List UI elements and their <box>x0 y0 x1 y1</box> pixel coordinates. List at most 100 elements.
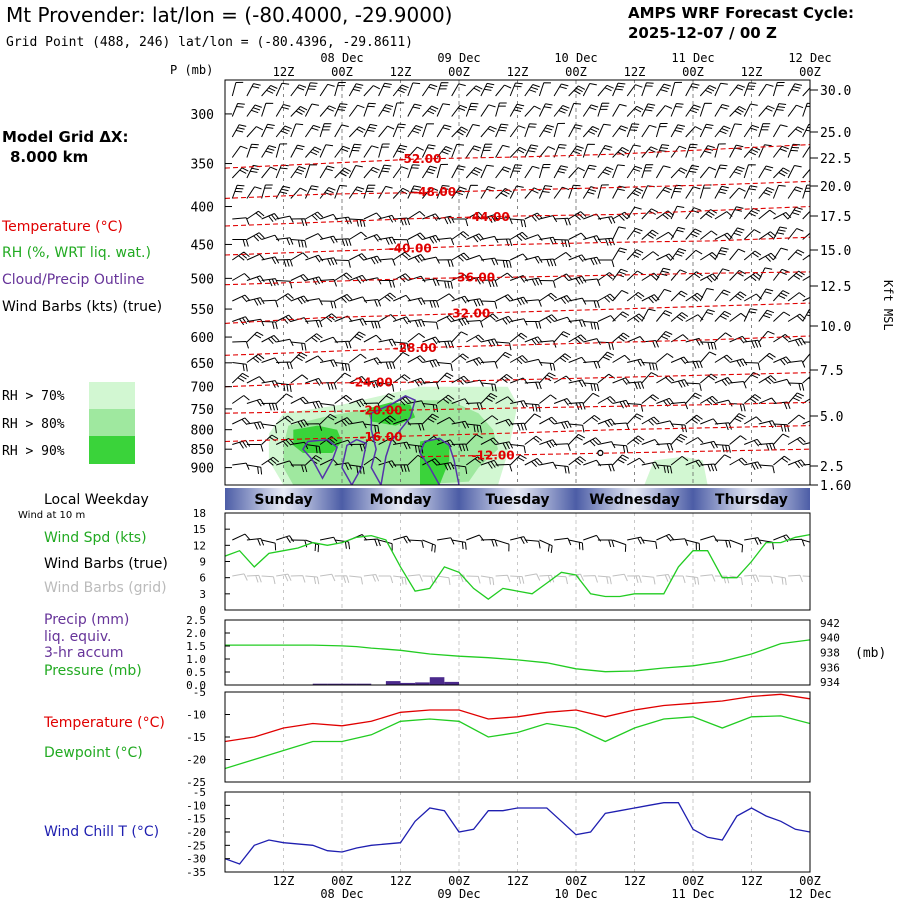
wind-barb <box>700 341 717 350</box>
y-tick-label: -15 <box>186 813 206 826</box>
wind-barb <box>407 210 426 220</box>
true-wind-barb <box>685 539 700 551</box>
wind-barb <box>261 321 278 330</box>
wind-barb <box>261 402 279 411</box>
wind-barb <box>378 164 392 179</box>
grid-wind-barb <box>773 575 787 586</box>
wind-barb <box>787 104 804 117</box>
grid-wind-barb <box>363 574 380 582</box>
wind-barb <box>510 296 528 306</box>
y-tick-label: -20 <box>186 826 206 839</box>
grid-wind-barbs <box>232 573 810 586</box>
wind-barb <box>656 330 673 343</box>
true-wind-barb <box>363 538 381 547</box>
wind-barb <box>290 396 309 405</box>
wind-grid <box>283 513 752 610</box>
wind-barb <box>656 397 675 407</box>
windchill-panel: -5-10-15-20-25-30-35 Wind Chill T (°C) <box>44 786 811 879</box>
wind-barb <box>612 422 630 431</box>
wind-barb <box>685 228 702 240</box>
wind-barb <box>670 184 684 199</box>
wind-barb <box>670 81 683 97</box>
precip-bar <box>312 683 328 685</box>
grid-wind-barb <box>349 575 363 585</box>
bottom-hour-label: 00Z <box>331 874 353 888</box>
wind-barb <box>480 125 497 138</box>
wind-barb <box>597 102 610 117</box>
wind-barb <box>451 218 469 227</box>
precip-bar <box>429 677 445 685</box>
wind-barb <box>378 125 395 138</box>
wind-barb <box>802 353 810 363</box>
pressure-ticks: 300 350 400 450 500 550 600 650 700 750 800 850 900 <box>191 108 232 477</box>
precip-bar <box>444 681 459 685</box>
grid-wind-barb <box>641 575 656 585</box>
wind-barb <box>539 292 557 302</box>
wind-barb <box>246 464 263 475</box>
wind-barb <box>465 124 480 138</box>
weekday-label: Tuesday <box>486 492 550 508</box>
wind-barb <box>495 464 513 472</box>
wind-barb <box>553 165 569 179</box>
wind-barb <box>407 232 426 241</box>
wind-barb <box>539 416 558 425</box>
legend-temperature: Temperature (°C) <box>1 219 123 235</box>
wind-barb <box>597 123 611 138</box>
wind-barb <box>568 433 586 445</box>
wind-barb <box>334 372 352 384</box>
wind-barb <box>451 375 470 385</box>
wind-barb <box>670 455 689 466</box>
wind-barb <box>319 83 335 97</box>
y-tick-label: 0.0 <box>186 679 206 692</box>
wind-barb <box>349 353 367 363</box>
wind-barb <box>758 252 777 262</box>
wind-barb <box>334 145 351 158</box>
true-wind-barb <box>320 536 338 545</box>
grid-wind-barb <box>261 575 276 585</box>
wind-barb <box>758 288 774 302</box>
y-tick-label: 2.0 <box>186 627 206 640</box>
wind-barb <box>700 395 718 405</box>
wind-barb <box>772 82 785 97</box>
wind-barb <box>349 398 368 408</box>
wind-barb <box>758 267 773 281</box>
wind-barb <box>392 273 411 283</box>
wind-barb <box>392 374 411 384</box>
model-grid-label: Model Grid ΔX: <box>2 128 129 146</box>
wind-barb <box>305 319 323 328</box>
wind-barb <box>378 437 397 445</box>
wind-barb <box>304 185 319 199</box>
wind-barb <box>334 417 353 427</box>
true-wind-barb <box>276 535 295 543</box>
wind-barb <box>509 103 525 117</box>
wind-barb <box>524 403 541 412</box>
wind-barb <box>597 145 613 158</box>
wind-barb <box>538 185 553 199</box>
wind-barb <box>275 437 294 447</box>
isotherm-label: -16.00 <box>360 430 403 444</box>
wind-barb <box>480 459 499 469</box>
wind-barb <box>451 186 467 199</box>
wind-barb <box>378 280 396 288</box>
wind-barb <box>422 234 441 244</box>
grid-point-subtitle: Grid Point (488, 246) lat/lon = (-80.439… <box>6 35 413 50</box>
wind-barb <box>700 463 718 472</box>
wind-barb <box>641 416 660 426</box>
wind-barb <box>685 164 700 179</box>
wind-barb <box>612 444 629 453</box>
wind-barb <box>641 362 658 371</box>
wind-barb <box>773 378 792 386</box>
height-tick-label: 10.0 <box>820 320 851 335</box>
wind-barb <box>685 382 702 391</box>
wind-barb <box>261 145 277 158</box>
wind-barb <box>320 257 338 266</box>
isotherm-line <box>419 448 810 458</box>
wind-barb <box>392 351 410 363</box>
wind-barb <box>348 331 366 343</box>
wind-barb <box>480 164 494 179</box>
wind-barb <box>232 273 251 281</box>
wind-barb <box>304 82 318 97</box>
top-hour-label: 00Z <box>799 65 821 79</box>
